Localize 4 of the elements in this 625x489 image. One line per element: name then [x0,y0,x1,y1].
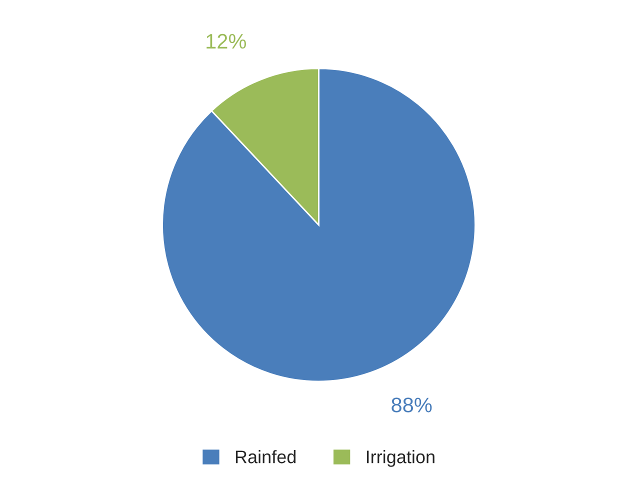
legend-label: Rainfed [236,450,296,464]
legend-label: Irrigation [366,450,434,467]
data-label: 88% [392,398,432,412]
data-label: 12% [206,34,246,49]
